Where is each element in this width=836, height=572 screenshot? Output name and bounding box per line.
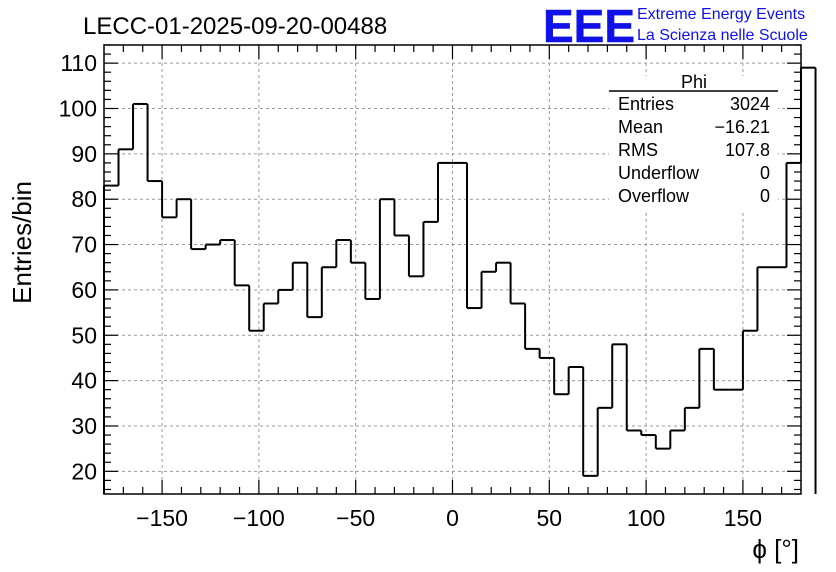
stats-label-underflow: Underflow (618, 163, 700, 183)
eee-logo-line1: Extreme Energy Events (637, 6, 805, 23)
x-tick-label: 100 (627, 505, 665, 531)
eee-logo: EEE Extreme Energy Events La Scienza nel… (543, 0, 808, 52)
y-tick-label: 50 (71, 322, 97, 348)
x-tick-label: −100 (233, 505, 285, 531)
eee-logo-line2: La Scienza nelle Scuole (637, 27, 808, 44)
y-tick-label: 100 (59, 95, 97, 121)
y-axis-title: Entries/bin (7, 181, 37, 304)
y-tick-label: 110 (60, 50, 97, 76)
y-tick-label: 60 (71, 277, 97, 303)
x-tick-label: −150 (136, 505, 188, 531)
x-tick-label: 0 (446, 505, 459, 531)
axis-ticks (104, 44, 801, 494)
y-tick-label: 70 (71, 232, 97, 258)
y-tick-label: 80 (71, 186, 97, 212)
x-tick-label: 150 (724, 505, 762, 531)
y-tick-label: 40 (71, 368, 97, 394)
stats-label-mean: Mean (618, 117, 663, 137)
stats-box: Phi Entries 3024 Mean −16.21 RMS 107.8 U… (609, 72, 778, 210)
stats-value-overflow: 0 (760, 186, 770, 206)
y-tick-label: 20 (71, 458, 97, 484)
x-axis-title: ϕ [°] (752, 534, 799, 564)
tick-labels: −150 −100 −50 0 50 100 150 20 30 40 50 60 70 80 90 100 1… (59, 50, 762, 531)
stats-box-title: Phi (681, 72, 707, 92)
eee-logo-mark: EEE (543, 0, 635, 52)
stats-value-entries: 3024 (730, 94, 770, 114)
stats-label-overflow: Overflow (618, 186, 690, 206)
stats-value-underflow: 0 (760, 163, 770, 183)
histogram (103, 66, 817, 494)
stats-label-entries: Entries (618, 94, 674, 114)
grid (104, 45, 801, 494)
chart-title: LECC-01-2025-09-20-00488 (83, 13, 387, 40)
stats-value-rms: 107.8 (725, 140, 770, 160)
stats-box-background (609, 76, 778, 210)
stats-label-rms: RMS (618, 140, 658, 160)
stats-value-mean: −16.21 (714, 117, 770, 137)
x-tick-label: 50 (537, 505, 563, 531)
x-tick-label: −50 (336, 505, 375, 531)
y-tick-label: 30 (71, 413, 97, 439)
y-tick-label: 90 (71, 141, 97, 167)
